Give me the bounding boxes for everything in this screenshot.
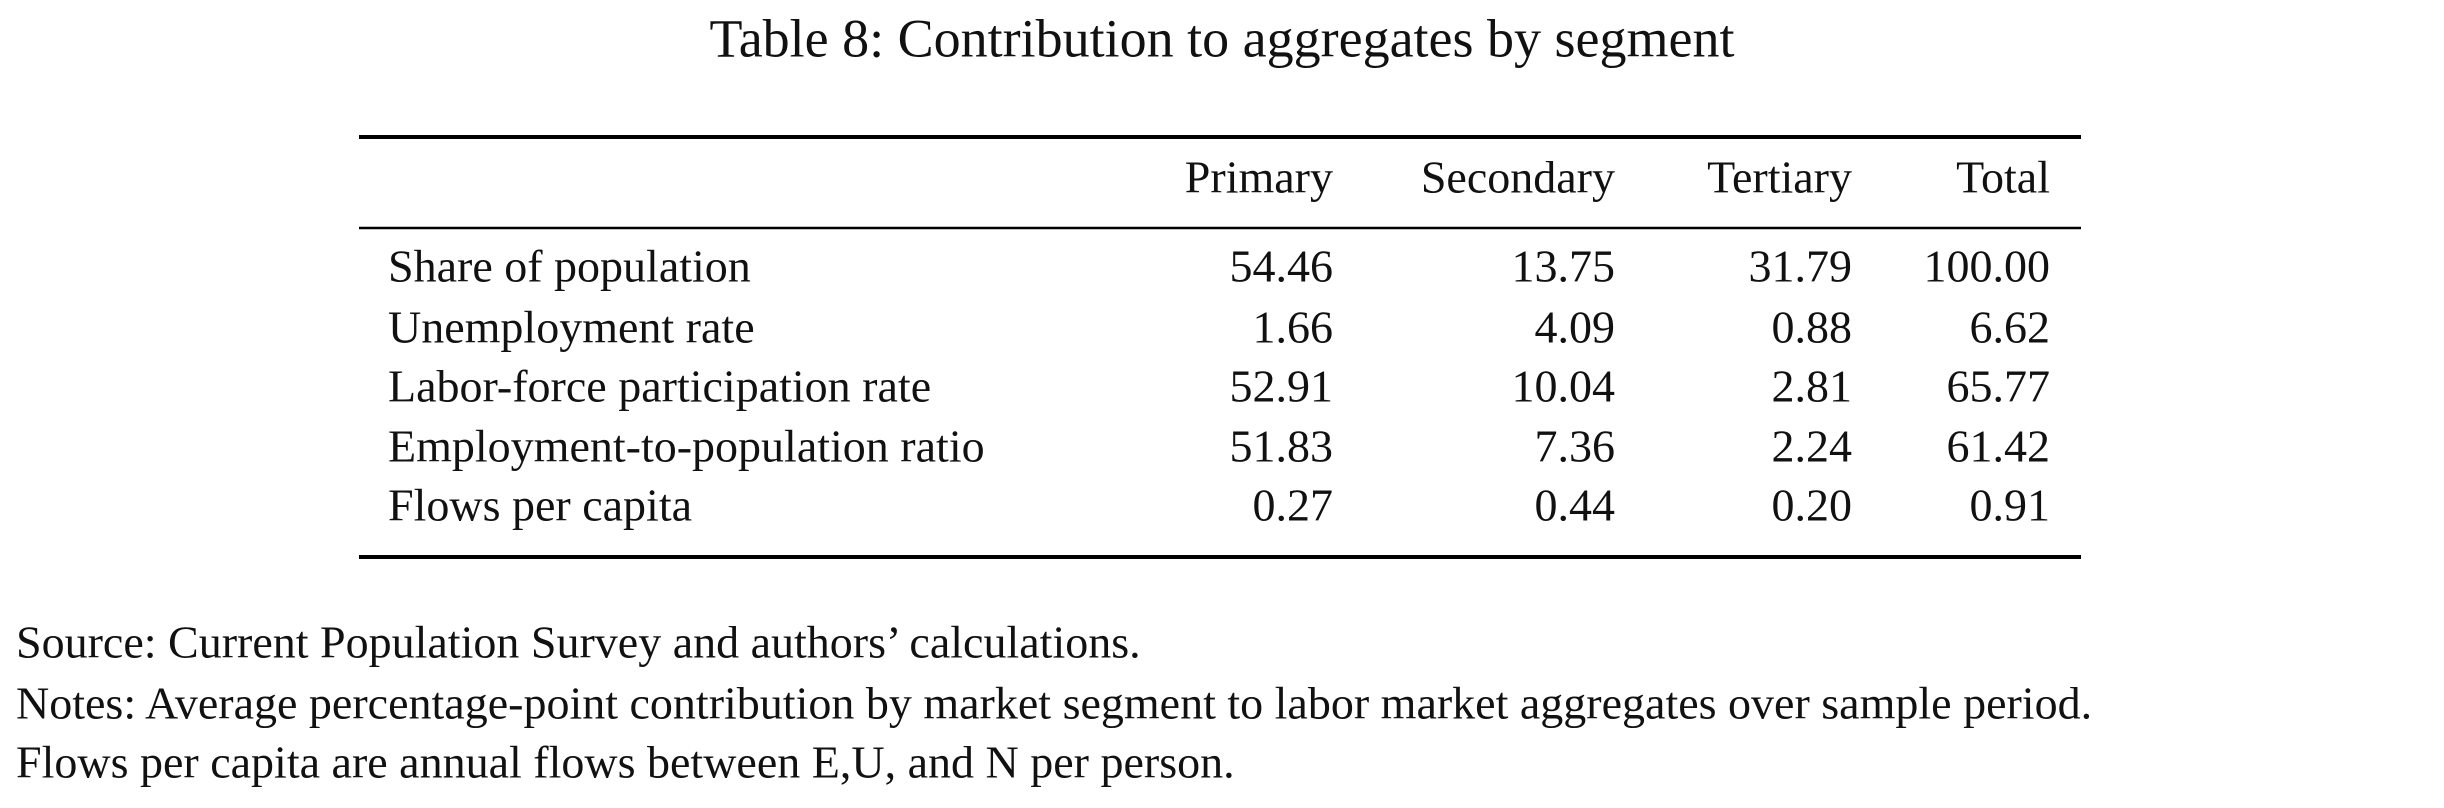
cell: 100.00 — [1924, 241, 2051, 292]
cell: 0.27 — [1253, 480, 1334, 531]
row-label: Share of population — [388, 241, 751, 292]
cell: 51.83 — [1230, 421, 1334, 472]
cell: 61.42 — [1947, 421, 2051, 472]
cell: 13.75 — [1512, 241, 1616, 292]
cell: 0.91 — [1970, 480, 2051, 531]
cell: 1.66 — [1253, 302, 1334, 353]
row-label: Unemployment rate — [388, 302, 755, 353]
source-note: Source: Current Population Survey and au… — [16, 617, 1141, 668]
row-label: Labor-force participation rate — [388, 361, 931, 412]
column-header: Tertiary — [1707, 152, 1852, 203]
cell: 0.44 — [1535, 480, 1616, 531]
cell: 2.24 — [1772, 421, 1853, 472]
note-line: Notes: Average percentage-point contribu… — [16, 678, 2092, 729]
cell: 0.20 — [1772, 480, 1853, 531]
cell: 6.62 — [1970, 302, 2051, 353]
cell: 10.04 — [1512, 361, 1616, 412]
table-title: Table 8: Contribution to aggregates by s… — [710, 8, 1735, 68]
cell: 65.77 — [1947, 361, 2051, 412]
cell: 54.46 — [1230, 241, 1334, 292]
column-header: Total — [1956, 152, 2050, 203]
cell: 4.09 — [1535, 302, 1616, 353]
note-line: Flows per capita are annual flows betwee… — [16, 737, 1235, 788]
cell: 7.36 — [1535, 421, 1616, 472]
cell: 0.88 — [1772, 302, 1853, 353]
cell: 52.91 — [1230, 361, 1334, 412]
row-label: Employment-to-population ratio — [388, 421, 985, 472]
cell: 2.81 — [1772, 361, 1853, 412]
cell: 31.79 — [1749, 241, 1853, 292]
column-header: Secondary — [1421, 152, 1615, 203]
column-header: Primary — [1185, 152, 1333, 203]
row-label: Flows per capita — [388, 480, 692, 531]
